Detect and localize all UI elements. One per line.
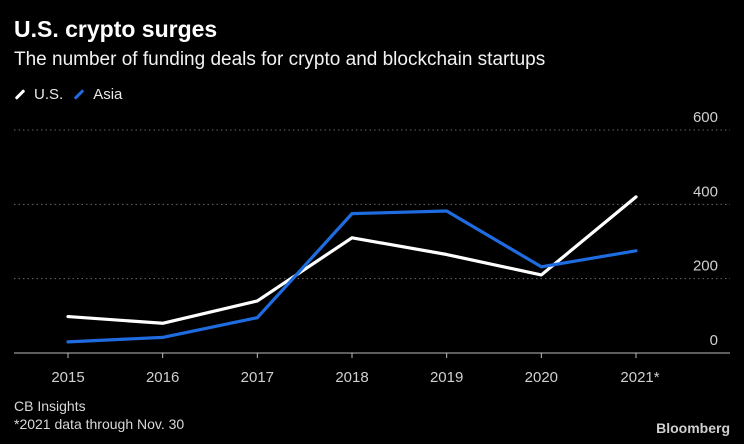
chart-title: U.S. crypto surges — [14, 16, 218, 42]
y-tick-label-0: 0 — [710, 332, 718, 349]
legend-item-us: U.S. — [14, 86, 63, 103]
x-tick-label-2016: 2016 — [146, 369, 179, 386]
x-tick-label-2019: 2019 — [430, 369, 463, 386]
legend-label-us: U.S. — [34, 86, 64, 103]
series-lines — [66, 195, 638, 344]
chart-subtitle: The number of funding deals for crypto a… — [14, 49, 546, 70]
x-tick-label-2018: 2018 — [335, 369, 368, 386]
y-tick-label-400: 400 — [693, 183, 718, 200]
y-tick-label-600: 600 — [693, 109, 718, 126]
brand-logo: Bloomberg — [656, 420, 730, 436]
series-line-asia — [66, 209, 638, 344]
y-axis: 0 200 400 600 — [693, 109, 718, 349]
y-tick-label-200: 200 — [693, 258, 718, 275]
x-tick-label-2015: 2015 — [51, 369, 84, 386]
x-axis: 2015 2016 2017 2018 2019 2020 2021* — [14, 352, 730, 386]
legend-item-asia: Asia — [73, 86, 122, 103]
legend: U.S. Asia — [14, 86, 132, 103]
legend-label-asia: Asia — [93, 86, 123, 103]
series-line-us — [66, 195, 638, 325]
x-tick-label-2021: 2021* — [620, 369, 659, 386]
grid-lines — [14, 129, 730, 280]
footnote: *2021 data through Nov. 30 — [14, 416, 185, 432]
source-note: CB Insights — [14, 398, 86, 414]
x-tick-label-2017: 2017 — [241, 369, 274, 386]
x-tick-label-2020: 2020 — [525, 369, 558, 386]
